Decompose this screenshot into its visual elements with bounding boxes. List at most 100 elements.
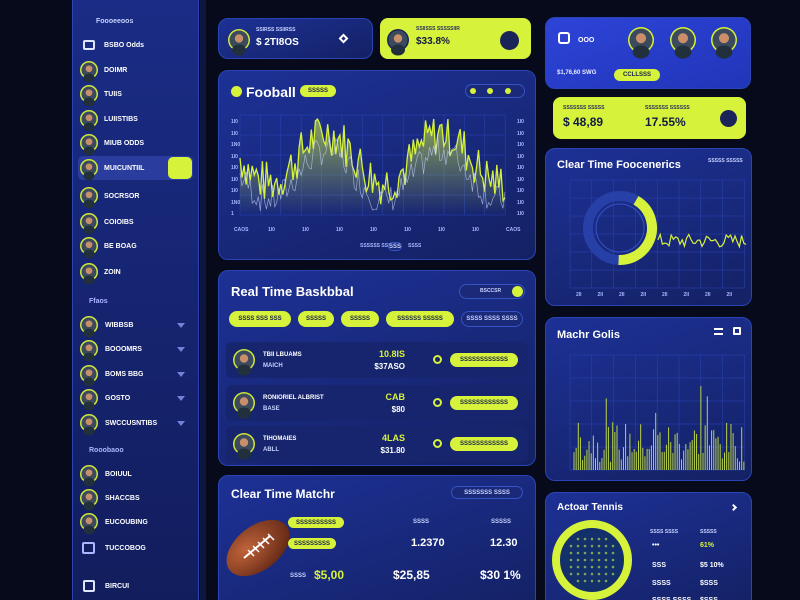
x-tick-label: 2II	[640, 292, 647, 298]
tag[interactable]: SSSSSSSSS	[288, 538, 336, 549]
row-icon	[433, 398, 442, 407]
avatar	[80, 187, 98, 209]
x-tick-label: 2II	[619, 292, 625, 298]
tab[interactable]: SSSS SSSS SSSS	[461, 311, 523, 327]
y-tick-label: 1	[231, 211, 234, 217]
dot	[590, 565, 594, 569]
toggle[interactable]	[465, 84, 525, 98]
sidebar-item: TUCCOBOG	[105, 545, 146, 552]
avatar	[233, 349, 255, 376]
avatar-body	[83, 146, 95, 156]
avatar-head	[85, 517, 93, 525]
chevron	[177, 347, 185, 352]
donut-inner	[595, 203, 645, 253]
card-title: Real Time Baskbbal	[231, 284, 354, 299]
avatar-head	[85, 418, 93, 426]
y-tick-label: 1I0	[517, 153, 524, 160]
avatar	[80, 85, 98, 107]
sidebar-item: SWCCUSNTIBS	[105, 420, 158, 427]
stats-label: SSSSSSS SSSSSS	[645, 105, 690, 111]
y-tick-label: 1I0	[231, 130, 238, 137]
legend-pill[interactable]: SSS	[388, 242, 402, 251]
x-tick-label: 1I0	[370, 227, 377, 233]
lace	[267, 533, 275, 541]
dot	[597, 572, 601, 576]
player-sub: MAICH	[263, 363, 283, 369]
sidebar-item: TUIIS	[104, 91, 122, 98]
donut-arc	[583, 191, 657, 265]
avatar-body	[237, 364, 251, 376]
stats-button[interactable]	[720, 110, 737, 127]
avatar-head	[393, 34, 403, 43]
avatar-body	[83, 249, 95, 259]
bet-button[interactable]: SSSSSSSSSSSS	[450, 353, 518, 367]
x-tick-label: 1I0	[268, 227, 275, 233]
x-tick-label: CAOS	[506, 227, 521, 233]
badge[interactable]: SSSSSSS SSSS	[451, 486, 523, 499]
tab[interactable]: SSSSS	[341, 311, 379, 327]
dot	[611, 551, 615, 555]
arrow-button[interactable]	[500, 31, 519, 50]
total: $25,85	[393, 568, 430, 582]
avatar-body	[83, 352, 95, 362]
x-tick-label: 2II	[597, 292, 604, 298]
avatar	[80, 489, 98, 511]
avatar-head	[85, 217, 93, 225]
card-title: Clear Time Matchr	[231, 487, 335, 501]
summary-value: $1,76,60 SWG	[557, 70, 597, 76]
avatar-body	[391, 44, 405, 56]
avatar	[80, 213, 98, 235]
area	[240, 119, 505, 215]
tennis-value: $SSS	[700, 580, 718, 587]
goals-chart	[569, 354, 745, 471]
avatar-head	[85, 469, 93, 477]
avatar-body	[83, 73, 95, 83]
dot	[590, 579, 594, 583]
tab[interactable]: SSSSS	[298, 311, 334, 327]
avatar	[80, 134, 98, 156]
lace	[257, 541, 265, 549]
dot	[583, 565, 587, 569]
calendar-icon	[82, 542, 95, 554]
tab[interactable]: SSSS SSS SSS	[229, 311, 291, 327]
row-icon	[433, 355, 442, 364]
avatar-head	[234, 34, 244, 43]
y-tick-label: 1I0	[231, 119, 238, 125]
toggle-dot	[505, 88, 511, 94]
card-value: $33.8%	[416, 36, 450, 47]
dot	[569, 565, 573, 569]
summary-button[interactable]: CCLLSSS	[614, 69, 660, 81]
chevron	[177, 396, 185, 401]
card-value: $ 2TI8OS	[256, 37, 299, 48]
avatar-head	[85, 191, 93, 199]
avatar-body	[237, 407, 251, 419]
badge[interactable]: SSSSS	[300, 85, 336, 97]
bet-button[interactable]: SSSSSSSSSSSS	[450, 396, 518, 410]
y-tick-label: 1I0	[517, 176, 524, 183]
dot	[590, 572, 594, 576]
bet-button[interactable]: SSSSSSSSSSSS	[450, 437, 518, 451]
y-tick-label: 1I0	[231, 153, 238, 160]
odds: CAB	[385, 392, 406, 402]
avatar-head	[677, 33, 689, 44]
section-title: Rooobaoo	[89, 447, 124, 454]
sidebar-item: GOSTO	[105, 395, 131, 402]
tag[interactable]: SSSSSSSSSS	[288, 517, 344, 528]
amount: $37ASO	[374, 362, 405, 371]
x-tick-label: 1I0	[472, 227, 479, 233]
dot	[590, 544, 594, 548]
dot	[576, 565, 580, 569]
stats-value: $ 48,89	[563, 115, 604, 129]
avatar-head	[85, 138, 93, 146]
avatar-body	[83, 225, 95, 235]
toggle[interactable]	[459, 284, 525, 299]
tab[interactable]: SSSSSS SSSSS	[386, 311, 454, 327]
highlight-icon[interactable]	[168, 157, 192, 179]
avatar-body	[632, 45, 650, 59]
tennis-label: •••	[652, 542, 660, 549]
toggle-label: BSCCSR	[480, 288, 502, 294]
odds: 10.8IS	[378, 349, 405, 359]
avatar	[80, 237, 98, 259]
avatar	[80, 61, 98, 83]
